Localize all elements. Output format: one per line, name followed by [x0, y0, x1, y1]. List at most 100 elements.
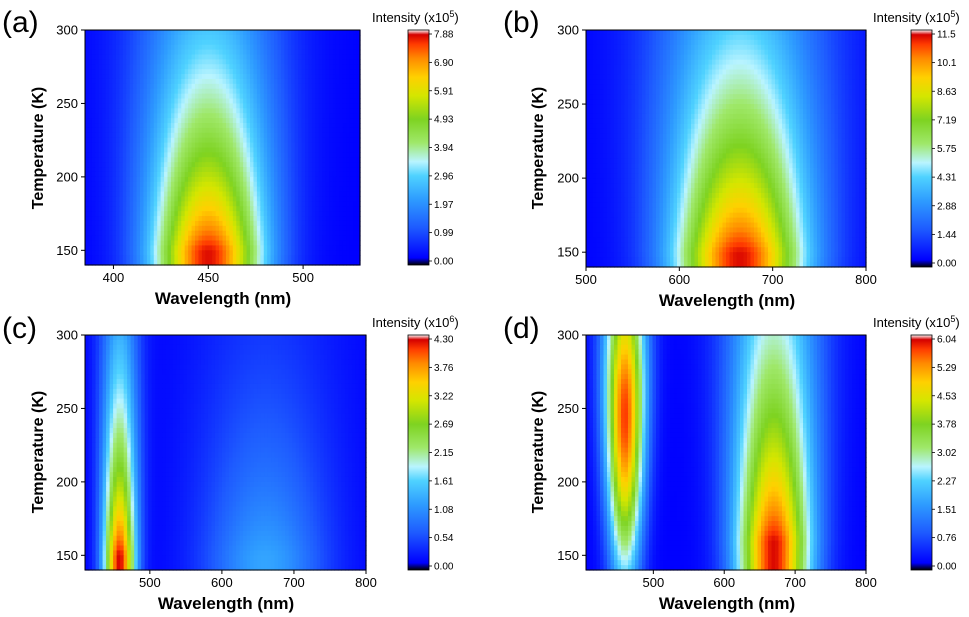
heatmap-cell: [744, 50, 748, 56]
heatmap-cell: [253, 231, 257, 237]
heatmap-cell: [205, 216, 209, 222]
heatmap-cell: [322, 108, 326, 114]
heatmap-cell: [305, 201, 309, 207]
heatmap-cell: [168, 99, 172, 105]
heatmap-cell: [305, 250, 309, 256]
heatmap-cell: [295, 40, 299, 46]
heatmap-cell: [322, 69, 326, 75]
heatmap-cell: [779, 84, 783, 90]
heatmap-cell: [628, 65, 632, 71]
heatmap-cell: [702, 84, 706, 90]
heatmap-cell: [130, 211, 134, 217]
heatmap-cell: [824, 40, 828, 46]
heatmap-cell: [137, 152, 141, 158]
heatmap-cell: [178, 30, 182, 36]
heatmap-cell: [154, 133, 158, 139]
heatmap-cell: [154, 216, 158, 222]
heatmap-cell: [233, 84, 237, 90]
heatmap-cell: [302, 54, 306, 60]
heatmap-cell: [291, 157, 295, 163]
heatmap-cell: [102, 143, 106, 149]
heatmap-cell: [688, 55, 692, 61]
heatmap-cell: [315, 216, 319, 222]
heatmap-cell: [761, 65, 765, 71]
heatmap-cell: [295, 118, 299, 124]
heatmap-cell: [150, 108, 154, 114]
heatmap-cell: [322, 206, 326, 212]
heatmap-cell: [856, 30, 860, 36]
heatmap-cell: [660, 94, 664, 100]
heatmap-cell: [712, 40, 716, 46]
heatmap-cell: [681, 40, 685, 46]
heatmap-cell: [178, 231, 182, 237]
heatmap-cell: [315, 40, 319, 46]
heatmap-cell: [751, 40, 755, 46]
heatmap-cell: [322, 196, 326, 202]
heatmap-cell: [593, 40, 597, 46]
heatmap-cell: [223, 89, 227, 95]
heatmap-cell: [793, 65, 797, 71]
heatmap-cell: [116, 59, 120, 65]
heatmap-cell: [219, 182, 223, 188]
heatmap-cell: [305, 172, 309, 178]
heatmap-cell: [168, 35, 172, 41]
heatmap-cell: [205, 35, 209, 41]
heatmap-cell: [607, 84, 611, 90]
heatmap-cell: [171, 89, 175, 95]
heatmap-cell: [267, 255, 271, 261]
heatmap-cell: [667, 45, 671, 51]
heatmap-cell: [223, 206, 227, 212]
heatmap-cell: [642, 60, 646, 66]
heatmap-cell: [723, 94, 727, 100]
heatmap-cell: [226, 148, 230, 154]
heatmap-cell: [747, 40, 751, 46]
heatmap-cell: [205, 128, 209, 134]
heatmap-cell: [157, 241, 161, 247]
heatmap-cell: [670, 65, 674, 71]
heatmap-cell: [295, 187, 299, 193]
heatmap-cell: [747, 70, 751, 76]
heatmap-cell: [178, 50, 182, 56]
y-tick-label: 150: [56, 243, 78, 258]
heatmap-cell: [219, 216, 223, 222]
heatmap-cell: [709, 65, 713, 71]
heatmap-cell: [611, 30, 615, 36]
heatmap-cell: [343, 99, 347, 105]
heatmap-cell: [796, 70, 800, 76]
heatmap-cell: [343, 216, 347, 222]
heatmap-cell: [192, 236, 196, 242]
heatmap-cell: [859, 30, 863, 36]
heatmap-cell: [212, 216, 216, 222]
heatmap-cell: [123, 221, 127, 227]
heatmap-cell: [195, 157, 199, 163]
heatmap-cell: [281, 255, 285, 261]
heatmap-cell: [828, 89, 832, 95]
heatmap-cell: [754, 79, 758, 85]
heatmap-cell: [168, 152, 172, 158]
heatmap-cell: [803, 84, 807, 90]
heatmap-cell: [817, 45, 821, 51]
heatmap-cell: [705, 45, 709, 51]
heatmap-cell: [305, 69, 309, 75]
heatmap-cell: [810, 40, 814, 46]
heatmap-cell: [236, 157, 240, 163]
heatmap-cell: [333, 245, 337, 251]
heatmap-cell: [88, 157, 92, 163]
heatmap-cell: [814, 89, 818, 95]
heatmap-cell: [102, 216, 106, 222]
heatmap-cell: [775, 84, 779, 90]
heatmap-cell: [646, 35, 650, 41]
heatmap-cell: [171, 123, 175, 128]
heatmap-cell: [656, 89, 660, 95]
heatmap-cell: [164, 143, 168, 149]
heatmap-cell: [618, 74, 622, 80]
heatmap-cell: [824, 60, 828, 66]
heatmap-cell: [350, 245, 354, 251]
heatmap-cell: [240, 99, 244, 105]
heatmap-cell: [212, 64, 216, 70]
heatmap-cell: [168, 50, 172, 56]
heatmap-cell: [653, 65, 657, 71]
heatmap-cell: [236, 255, 240, 261]
heatmap-cell: [329, 35, 333, 41]
heatmap-cell: [157, 177, 161, 183]
